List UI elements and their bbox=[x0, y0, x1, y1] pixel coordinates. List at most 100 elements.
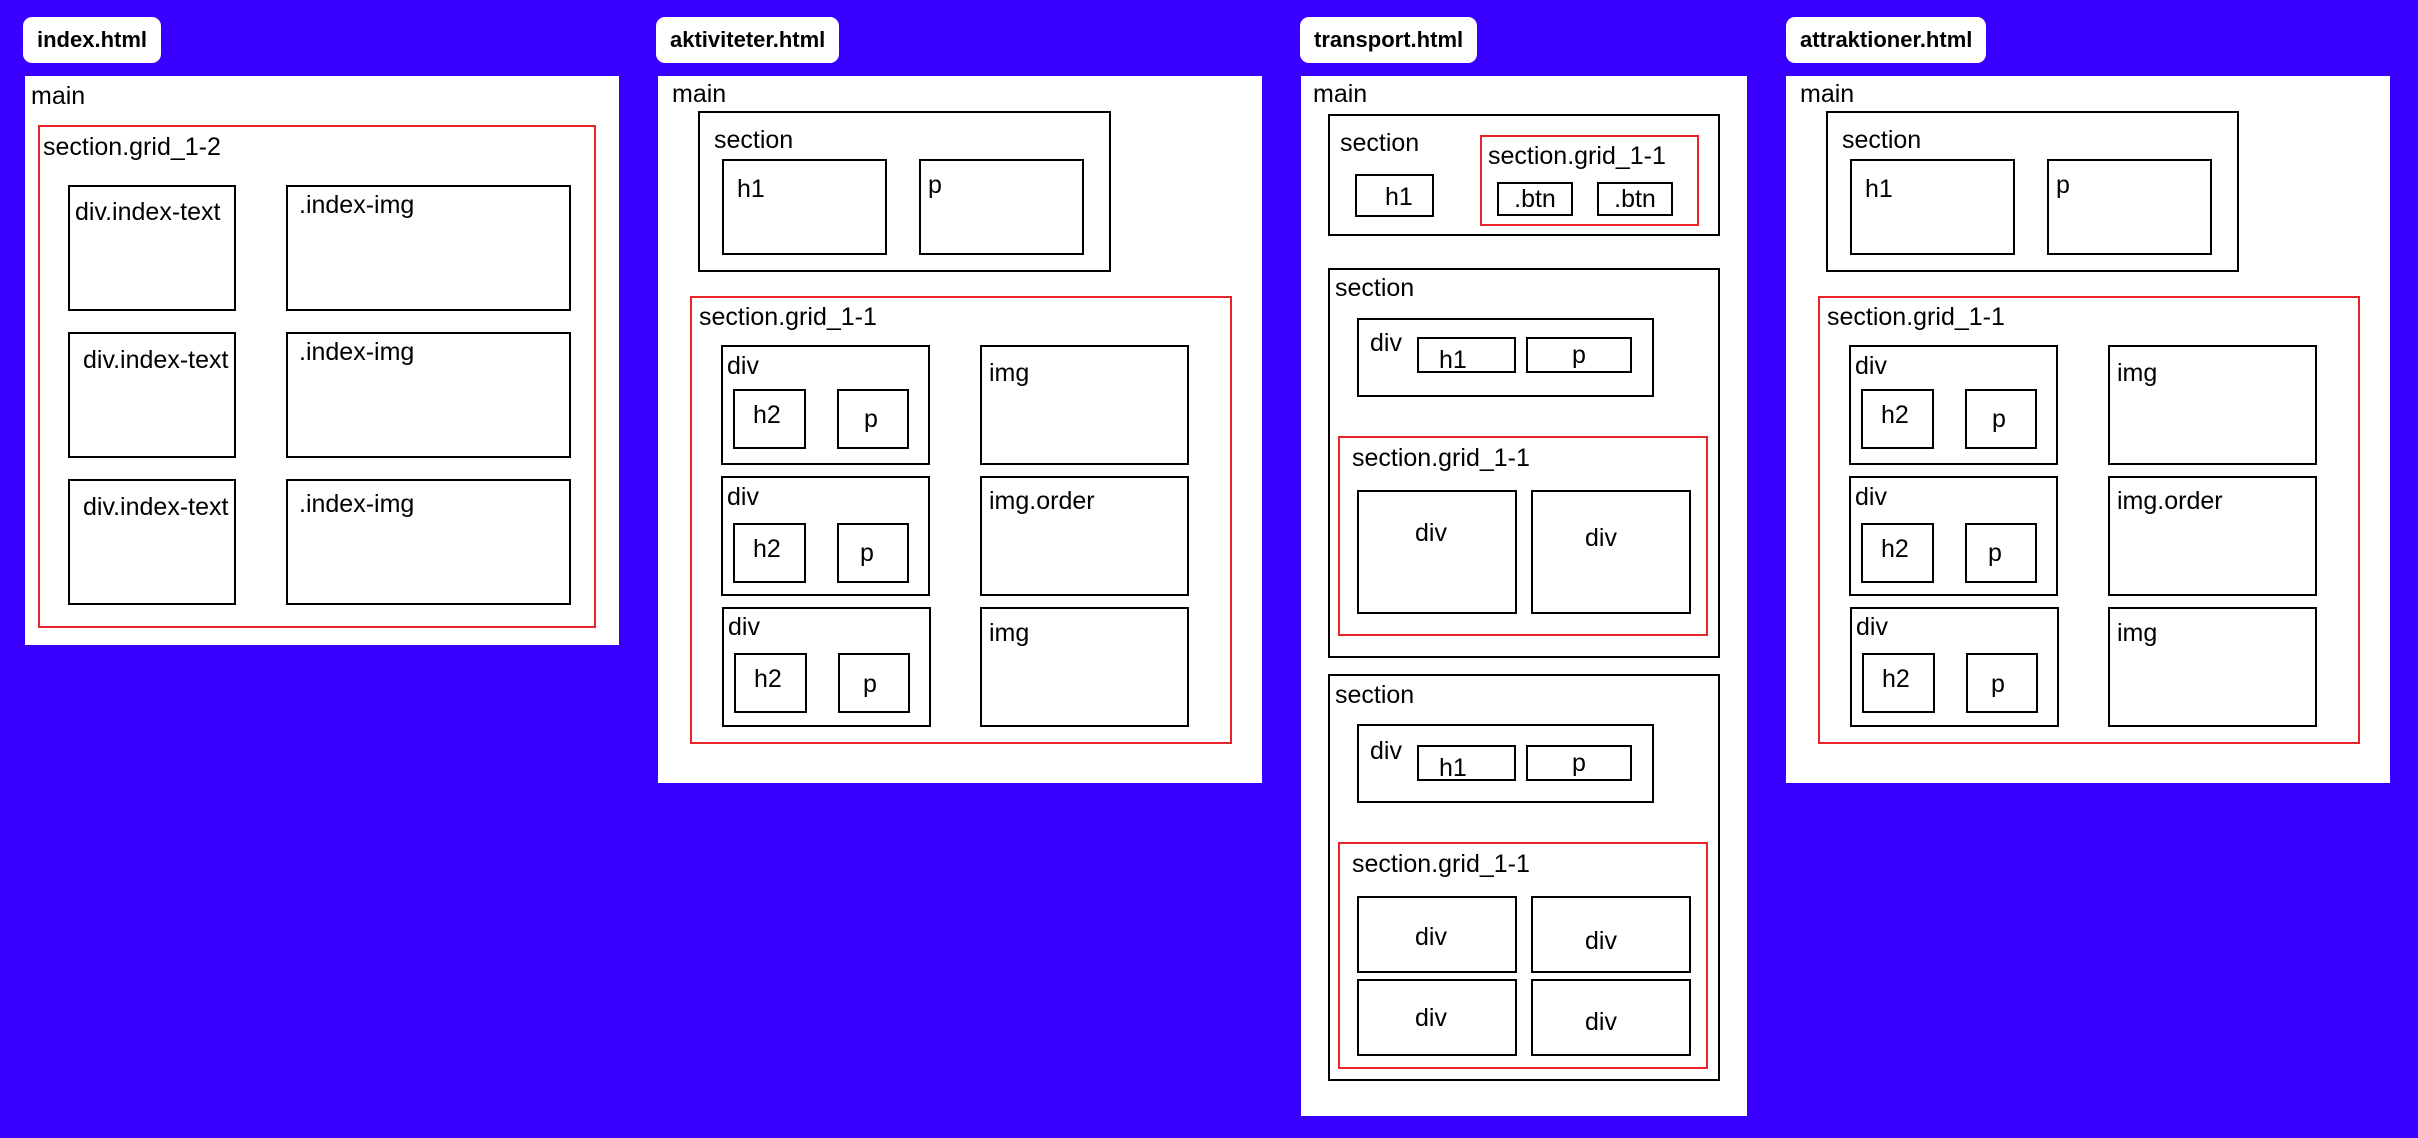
section-label: section bbox=[1842, 126, 1922, 154]
aktiviteter-main: main section h1 p section.grid_1-1 div h… bbox=[658, 76, 1262, 783]
index-text-box: div.index-text bbox=[68, 332, 236, 458]
div-label: div bbox=[1585, 524, 1617, 552]
grid-label: section.grid_1-1 bbox=[699, 303, 877, 331]
h1-box: h1 bbox=[1417, 337, 1516, 373]
img-label: img bbox=[2117, 359, 2158, 387]
h2-box: h2 bbox=[734, 653, 807, 713]
h2-label: h2 bbox=[1881, 535, 1909, 563]
h2-box: h2 bbox=[1861, 523, 1934, 583]
index-text-label: div.index-text bbox=[83, 346, 229, 374]
index-text-box: div.index-text bbox=[68, 479, 236, 605]
index-text-label: div.index-text bbox=[83, 493, 229, 521]
div-box: div bbox=[1357, 979, 1517, 1056]
index-img-box: .index-img bbox=[286, 332, 571, 458]
btn-label: .btn bbox=[1514, 184, 1556, 213]
attraktioner-section: section h1 p bbox=[1826, 111, 2239, 272]
p-box: p bbox=[2047, 159, 2212, 255]
index-img-label: .index-img bbox=[299, 338, 415, 366]
h2-label: h2 bbox=[1881, 401, 1909, 429]
div-box: div h2 p bbox=[722, 607, 931, 727]
index-text-box: div.index-text bbox=[68, 185, 236, 311]
h2-label: h2 bbox=[754, 665, 782, 693]
tab-aktiviteter[interactable]: aktiviteter.html bbox=[656, 17, 840, 63]
div-box: div h2 p bbox=[721, 345, 930, 465]
aktiviteter-section: section h1 p bbox=[698, 111, 1111, 272]
transport-section: section div h1 p section.grid_1-1 div di… bbox=[1328, 268, 1720, 658]
div-label: div bbox=[1370, 737, 1402, 765]
p-box: p bbox=[1526, 337, 1632, 373]
h1-box: h1 bbox=[1355, 174, 1434, 217]
p-label: p bbox=[1992, 405, 2006, 433]
section-label: section bbox=[714, 126, 794, 154]
h1-label: h1 bbox=[1865, 175, 1893, 203]
h1-label: h1 bbox=[1439, 754, 1467, 782]
index-grid-section: section.grid_1-2 div.index-text .index-i… bbox=[38, 125, 596, 628]
h2-box: h2 bbox=[1861, 389, 1934, 449]
grid-label: section.grid_1-2 bbox=[43, 133, 221, 161]
div-label: div bbox=[1585, 927, 1617, 955]
section-label: section bbox=[1335, 681, 1415, 709]
tab-index[interactable]: index.html bbox=[23, 17, 162, 63]
p-box: p bbox=[838, 653, 910, 713]
img-label: img bbox=[989, 619, 1030, 647]
h1-label: h1 bbox=[1385, 183, 1413, 211]
img-order-box: img.order bbox=[980, 476, 1189, 596]
btn[interactable]: .btn bbox=[1497, 182, 1573, 216]
p-label: p bbox=[1572, 749, 1586, 777]
tab-attraktioner[interactable]: attraktioner.html bbox=[1786, 17, 1987, 63]
section-label: section bbox=[1335, 274, 1415, 302]
grid-label: section.grid_1-1 bbox=[1488, 142, 1666, 170]
img-box: img bbox=[2108, 345, 2317, 465]
grid-label: section.grid_1-1 bbox=[1827, 303, 2005, 331]
p-box: p bbox=[919, 159, 1084, 255]
div-label: div bbox=[1415, 1004, 1447, 1032]
tab-transport[interactable]: transport.html bbox=[1300, 17, 1478, 63]
h2-box: h2 bbox=[1862, 653, 1935, 713]
div-box: div bbox=[1531, 490, 1691, 614]
div-box: div h2 p bbox=[1850, 607, 2059, 727]
img-box: img bbox=[980, 607, 1189, 727]
attraktioner-main: main section h1 p section.grid_1-1 div h… bbox=[1786, 76, 2390, 783]
p-box: p bbox=[1965, 389, 2037, 449]
transport-grid-section: section.grid_1-1 div div div div bbox=[1338, 842, 1708, 1069]
transport-grid-section: section.grid_1-1 div div bbox=[1338, 436, 1708, 636]
h2-label: h2 bbox=[753, 401, 781, 429]
aktiviteter-grid-section: section.grid_1-1 div h2 p div h2 p div h… bbox=[690, 296, 1232, 744]
div-label: div bbox=[728, 613, 760, 641]
index-img-label: .index-img bbox=[299, 490, 415, 518]
p-label: p bbox=[863, 670, 877, 698]
transport-btn-grid: section.grid_1-1 .btn .btn bbox=[1480, 135, 1699, 226]
btn[interactable]: .btn bbox=[1597, 182, 1673, 216]
div-box: div bbox=[1531, 896, 1691, 973]
div-label: div bbox=[1415, 519, 1447, 547]
index-main: main section.grid_1-2 div.index-text .in… bbox=[25, 76, 619, 645]
p-box: p bbox=[1966, 653, 2038, 713]
div-box: div bbox=[1357, 490, 1517, 614]
img-order-box: img.order bbox=[2108, 476, 2317, 596]
img-order-label: img.order bbox=[2117, 487, 2223, 515]
div-label: div bbox=[1370, 329, 1402, 357]
transport-section: section div h1 p section.grid_1-1 div di… bbox=[1328, 674, 1720, 1081]
img-box: img bbox=[980, 345, 1189, 465]
img-order-label: img.order bbox=[989, 487, 1095, 515]
p-label: p bbox=[928, 171, 942, 199]
p-label: p bbox=[1991, 670, 2005, 698]
div-box: div h2 p bbox=[1849, 476, 2058, 596]
p-box: p bbox=[1526, 745, 1632, 781]
grid-label: section.grid_1-1 bbox=[1352, 444, 1530, 472]
div-label: div bbox=[1585, 1008, 1617, 1036]
index-text-label: div.index-text bbox=[75, 198, 221, 226]
div-label: div bbox=[1855, 483, 1887, 511]
main-label: main bbox=[31, 82, 86, 110]
h1-box: h1 bbox=[1850, 159, 2015, 255]
p-box: p bbox=[1965, 523, 2037, 583]
btn-label: .btn bbox=[1614, 184, 1656, 213]
div-label: div bbox=[727, 352, 759, 380]
index-img-box: .index-img bbox=[286, 185, 571, 311]
p-label: p bbox=[864, 405, 878, 433]
main-label: main bbox=[1800, 80, 1855, 108]
img-label: img bbox=[2117, 619, 2158, 647]
img-label: img bbox=[989, 359, 1030, 387]
h1-label: h1 bbox=[1439, 346, 1467, 374]
div-label: div bbox=[1415, 923, 1447, 951]
